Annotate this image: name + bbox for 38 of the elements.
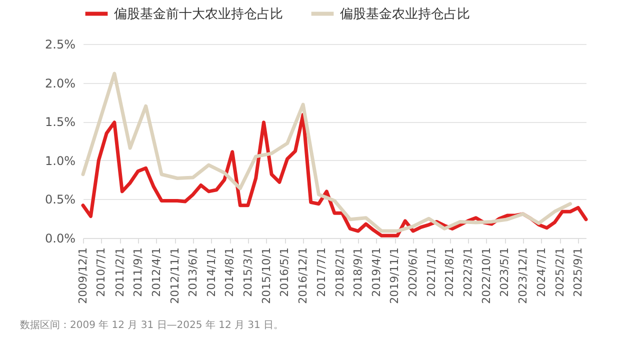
x-tick-label: 2013/6/1 — [186, 248, 200, 297]
legend-label: 偏股基金前十大农业持仓占比 — [114, 6, 283, 22]
x-tick-label: 2012/4/1 — [150, 248, 163, 297]
x-tick-label: 2020/6/1 — [406, 248, 420, 297]
x-tick-label: 2018/9/1 — [352, 248, 365, 297]
x-tick-label: 2023/12/1 — [516, 248, 530, 304]
x-tick-label: 2019/11/1 — [388, 248, 402, 304]
x-tick-label: 2021/1/1 — [425, 248, 438, 297]
text: 数据区间：2009 年 12 月 31 日—2025 年 12 月 31 日。 — [20, 319, 284, 332]
x-tick-label: 2011/9/1 — [132, 248, 144, 297]
y-tick-label: 0.5% — [45, 192, 76, 207]
y-tick-label: 2.0% — [45, 76, 76, 90]
x-tick-label: 2014/8/1 — [223, 248, 236, 297]
x-tick-label: 2025/9/1 — [572, 248, 585, 297]
y-tick-label: 1.5% — [45, 115, 76, 130]
x-tick-label: 2015/10/1 — [260, 248, 273, 304]
x-tick-label: 2022/10/1 — [480, 248, 493, 304]
x-tick-label: 2011/2/1 — [113, 248, 126, 297]
x-tick-label: 2023/5/1 — [498, 248, 512, 297]
x-tick-label: 2015/3/1 — [241, 248, 254, 297]
line-series — [81, 72, 572, 233]
x-tick-label: 2010/7/1 — [94, 248, 108, 297]
x-tick-label: 2017/7/1 — [314, 248, 328, 297]
y-tick-label: 0.0% — [45, 232, 76, 246]
x-tick-label: 2024/7/1 — [534, 248, 548, 297]
y-tick-label: 1.0% — [45, 154, 76, 168]
x-tick-label: 2012/11/1 — [168, 248, 182, 304]
x-tick-label: 2014/1/1 — [204, 248, 218, 297]
x-tick-label: 2021/8/1 — [443, 248, 456, 297]
x-tick-label: 2019/4/1 — [370, 248, 383, 297]
x-tick-label: 2009/12/1 — [76, 248, 90, 304]
legend-label: 偏股基金农业持仓占比 — [340, 6, 470, 22]
x-tick-label: 2018/2/1 — [333, 248, 346, 297]
y-tick-label: 2.5% — [45, 38, 76, 52]
x-tick-label: 2025/2/1 — [553, 248, 566, 297]
x-tick-label: 2022/3/1 — [461, 248, 474, 297]
x-tick-label: 2016/5/1 — [278, 248, 292, 297]
x-tick-label: 2016/12/1 — [296, 248, 310, 304]
